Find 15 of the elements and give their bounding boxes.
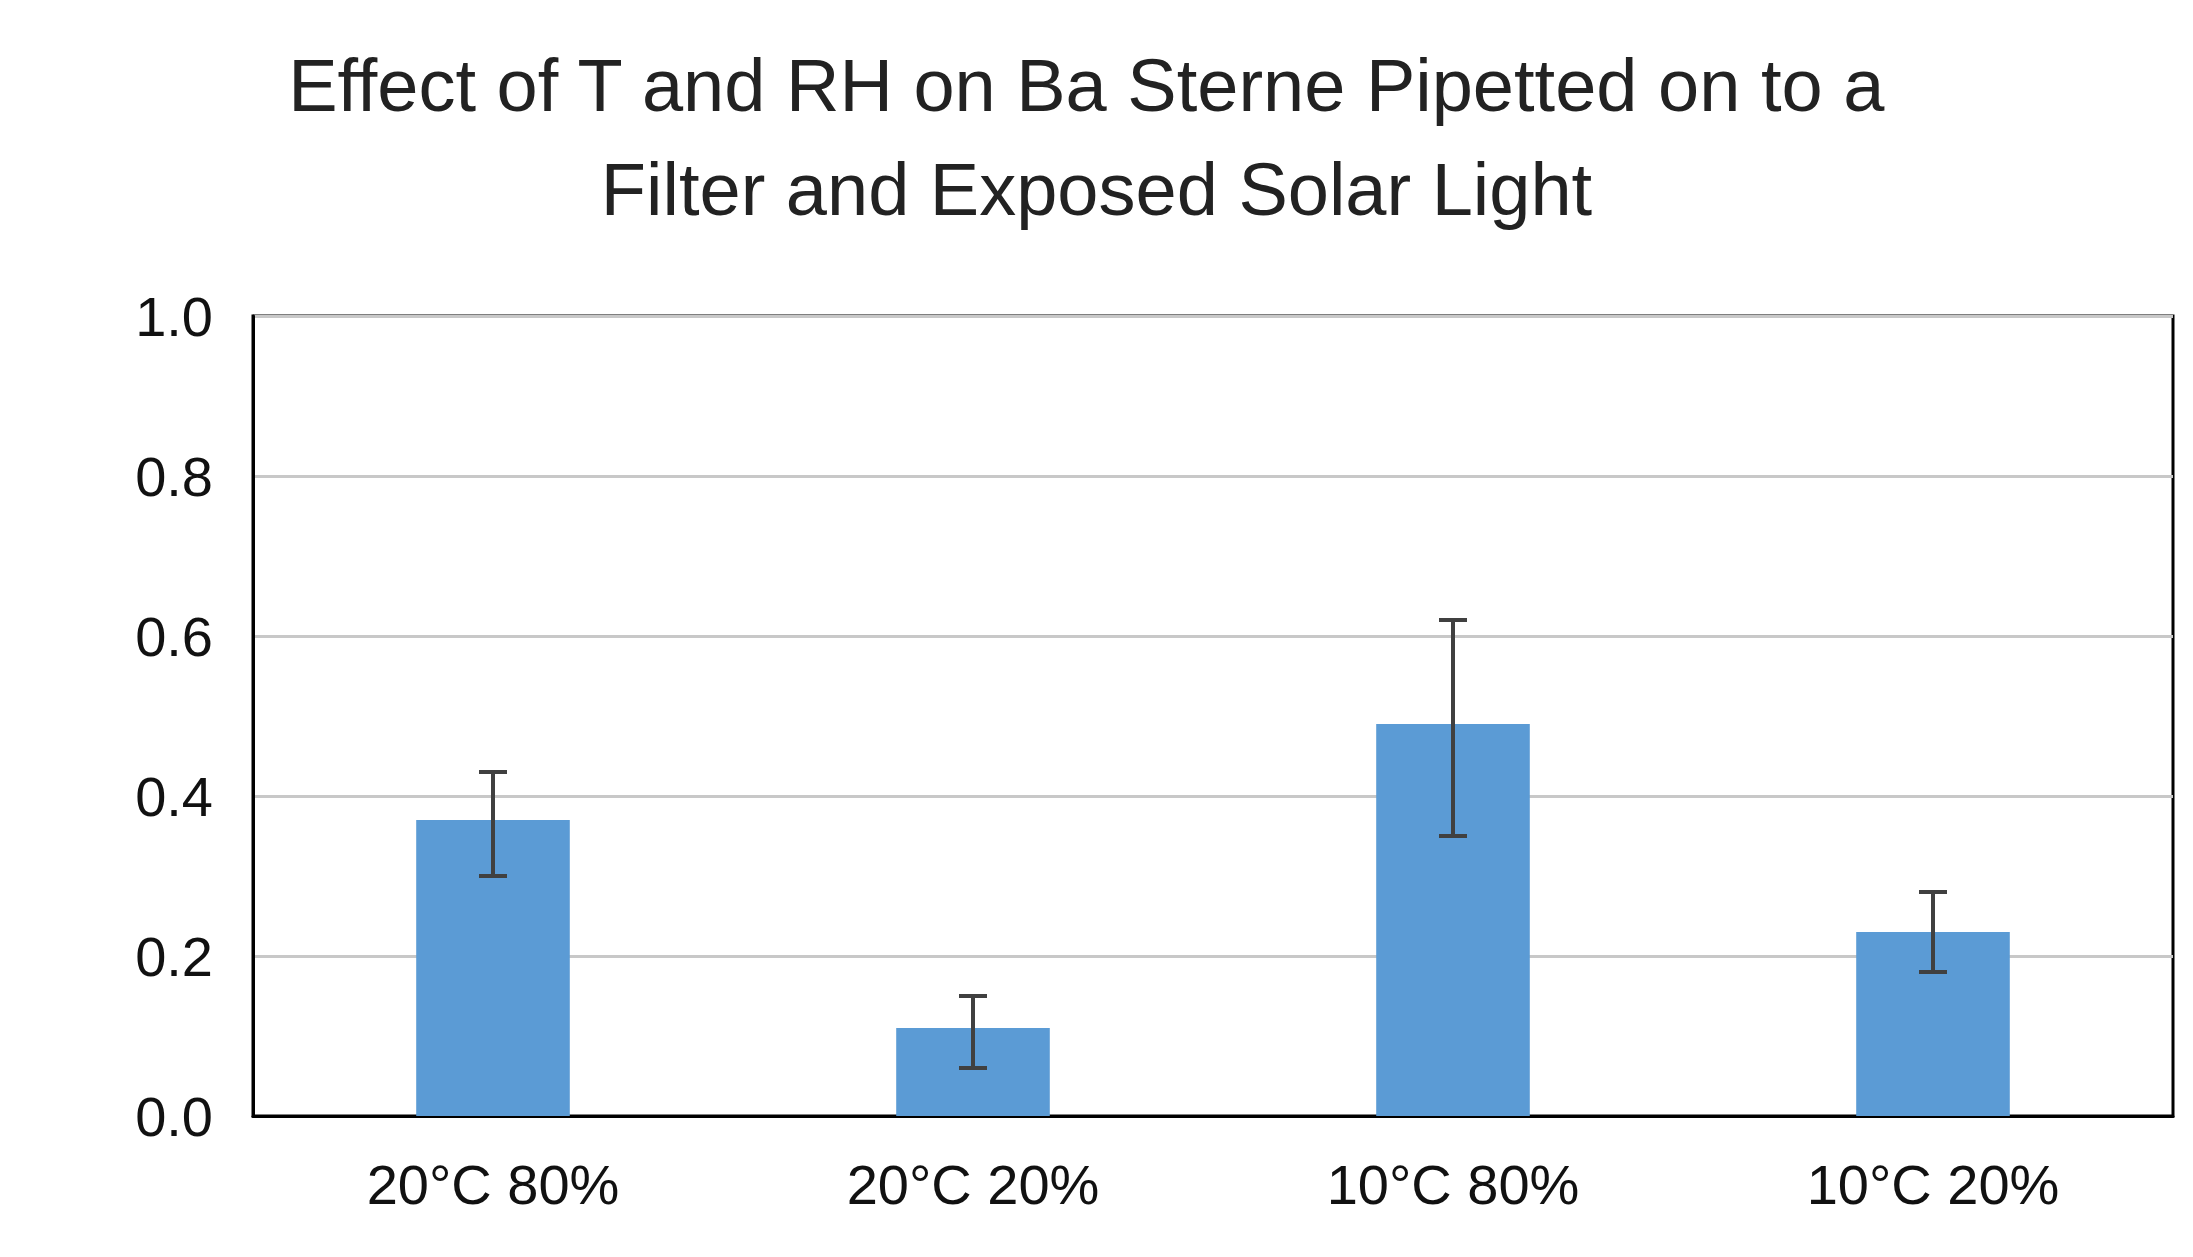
y-tick-label: 0.0 bbox=[135, 1084, 213, 1148]
x-tick-label: 10°C 80% bbox=[1326, 1152, 1580, 1216]
y-tick-label: 1.0 bbox=[135, 284, 213, 348]
y-tick-label: 0.6 bbox=[135, 604, 213, 668]
x-tick-label: 20°C 20% bbox=[846, 1152, 1100, 1216]
y-tick-label: 0.8 bbox=[135, 444, 213, 508]
y-tick-label: 0.4 bbox=[135, 764, 213, 828]
bar bbox=[416, 820, 570, 1116]
x-tick-label: 20°C 80% bbox=[366, 1152, 620, 1216]
bar bbox=[1376, 724, 1530, 1116]
x-tick-label: 10°C 20% bbox=[1806, 1152, 2060, 1216]
chart-title: Effect of T and RH on Ba Sterne Pipetted on to a Filter and Exposed Solar Light bbox=[288, 43, 1905, 231]
bar bbox=[1856, 932, 2010, 1116]
y-tick-label: 0.2 bbox=[135, 924, 213, 988]
bar bbox=[896, 1028, 1050, 1116]
